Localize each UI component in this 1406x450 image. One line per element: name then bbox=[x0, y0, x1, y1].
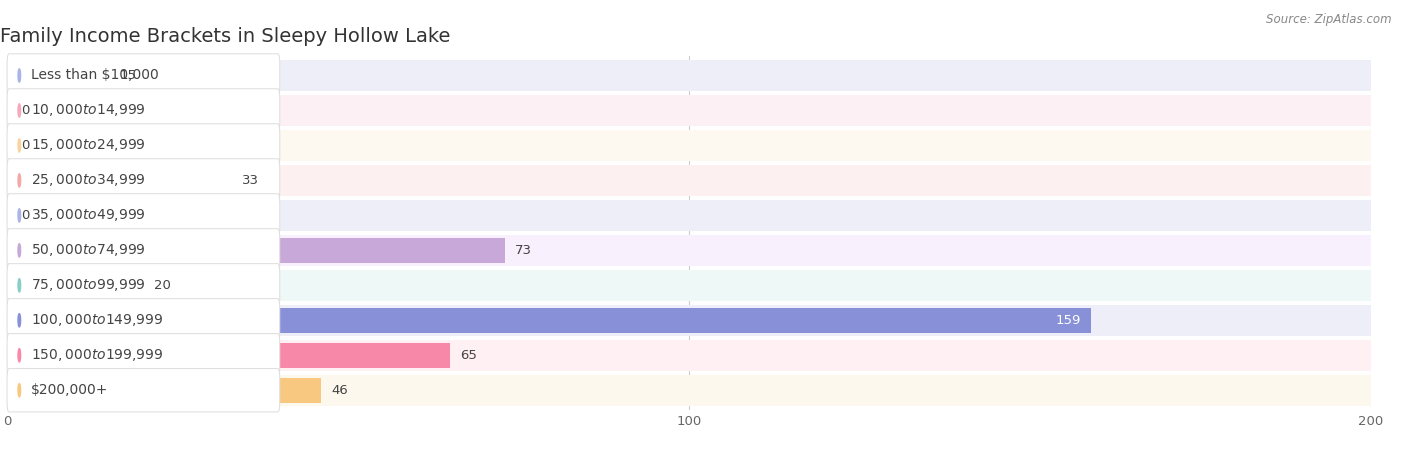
Text: $75,000 to $99,999: $75,000 to $99,999 bbox=[31, 277, 146, 293]
Text: $35,000 to $49,999: $35,000 to $49,999 bbox=[31, 207, 146, 223]
Bar bbox=[7, 374, 1371, 406]
Bar bbox=[7, 273, 143, 298]
Bar bbox=[7, 130, 1371, 161]
Bar bbox=[7, 133, 10, 158]
Text: $150,000 to $199,999: $150,000 to $199,999 bbox=[31, 347, 163, 363]
Text: 159: 159 bbox=[1056, 314, 1081, 327]
FancyBboxPatch shape bbox=[7, 264, 280, 307]
Bar bbox=[7, 200, 1371, 231]
Bar bbox=[7, 238, 505, 263]
Bar bbox=[7, 378, 321, 403]
Bar bbox=[7, 343, 450, 368]
Circle shape bbox=[18, 69, 21, 82]
Bar bbox=[7, 270, 1371, 301]
Circle shape bbox=[18, 104, 21, 117]
Circle shape bbox=[18, 383, 21, 397]
FancyBboxPatch shape bbox=[7, 89, 280, 132]
Text: 33: 33 bbox=[242, 174, 259, 187]
Circle shape bbox=[18, 349, 21, 362]
Bar bbox=[7, 340, 1371, 371]
Text: 73: 73 bbox=[515, 244, 531, 257]
Text: $200,000+: $200,000+ bbox=[31, 383, 108, 397]
FancyBboxPatch shape bbox=[7, 54, 280, 97]
Circle shape bbox=[18, 244, 21, 257]
Text: $25,000 to $34,999: $25,000 to $34,999 bbox=[31, 172, 146, 189]
Circle shape bbox=[18, 314, 21, 327]
Text: 0: 0 bbox=[21, 139, 30, 152]
Bar bbox=[7, 94, 1371, 126]
Text: Less than $10,000: Less than $10,000 bbox=[31, 68, 159, 82]
Text: 0: 0 bbox=[21, 104, 30, 117]
FancyBboxPatch shape bbox=[7, 194, 280, 237]
Bar bbox=[7, 234, 1371, 266]
Text: $10,000 to $14,999: $10,000 to $14,999 bbox=[31, 103, 146, 118]
Text: 20: 20 bbox=[153, 279, 170, 292]
Bar bbox=[7, 308, 1091, 333]
Text: $100,000 to $149,999: $100,000 to $149,999 bbox=[31, 312, 163, 328]
Circle shape bbox=[18, 174, 21, 187]
Bar bbox=[7, 203, 10, 228]
Text: Source: ZipAtlas.com: Source: ZipAtlas.com bbox=[1267, 14, 1392, 27]
Text: 65: 65 bbox=[461, 349, 478, 362]
FancyBboxPatch shape bbox=[7, 333, 280, 377]
Bar bbox=[7, 305, 1371, 336]
Text: 0: 0 bbox=[21, 209, 30, 222]
FancyBboxPatch shape bbox=[7, 299, 280, 342]
Circle shape bbox=[18, 209, 21, 222]
Bar bbox=[7, 98, 10, 123]
Bar bbox=[7, 165, 1371, 196]
Text: Family Income Brackets in Sleepy Hollow Lake: Family Income Brackets in Sleepy Hollow … bbox=[0, 27, 450, 46]
Circle shape bbox=[18, 279, 21, 292]
FancyBboxPatch shape bbox=[7, 159, 280, 202]
FancyBboxPatch shape bbox=[7, 369, 280, 412]
Text: 15: 15 bbox=[120, 69, 136, 82]
Text: $50,000 to $74,999: $50,000 to $74,999 bbox=[31, 243, 146, 258]
FancyBboxPatch shape bbox=[7, 124, 280, 167]
Circle shape bbox=[18, 139, 21, 152]
FancyBboxPatch shape bbox=[7, 229, 280, 272]
Text: $15,000 to $24,999: $15,000 to $24,999 bbox=[31, 137, 146, 153]
Bar bbox=[7, 60, 1371, 91]
Bar bbox=[7, 168, 232, 193]
Bar bbox=[7, 63, 110, 88]
Text: 46: 46 bbox=[330, 384, 347, 397]
